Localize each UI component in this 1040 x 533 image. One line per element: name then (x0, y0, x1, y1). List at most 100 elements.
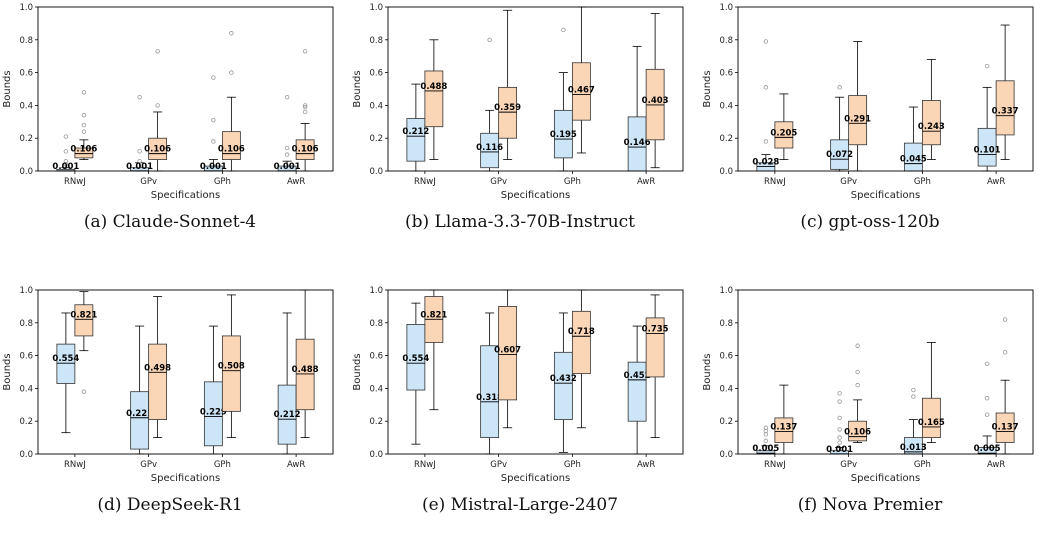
median-label: 0.221 (126, 409, 153, 419)
outlier-point (155, 49, 160, 54)
median-label: 0.554 (402, 354, 429, 364)
chart-svg: 0.0 0.2 0.4 0.6 0.8 1.0 0.554 0.821 RNwJ 0.221 0.4… (2, 286, 334, 484)
median-label: 0.337 (992, 107, 1019, 117)
x-tick-label: GPv (840, 460, 857, 470)
median-label: 0.432 (550, 374, 577, 384)
y-tick-label: 0.4 (369, 101, 383, 111)
y-tick-label: 0.0 (19, 167, 33, 177)
median-label: 0.045 (900, 155, 927, 165)
outlier-point (137, 94, 142, 100)
x-axis-label: Specifications (501, 190, 570, 201)
x-tick-label: RNwJ (764, 460, 786, 470)
iqr-box (480, 132, 500, 169)
outlier-point (284, 94, 290, 100)
plot-frame (387, 289, 684, 455)
median-label: 0.001 (274, 162, 301, 172)
outlier-point (211, 117, 216, 123)
y-axis-label: Bounds (352, 353, 363, 390)
median-label: 0.212 (274, 410, 301, 420)
median-label: 0.821 (420, 310, 447, 320)
outlier-point (911, 394, 916, 399)
chart-svg: 0.0 0.2 0.4 0.6 0.8 1.0 0.554 0.821 RNwJ 0.318 0.6… (352, 286, 684, 484)
upper-box-awr: 0.735 (642, 294, 669, 439)
upper-box-gpv: 0.607 (494, 289, 521, 429)
median-label: 0.137 (770, 423, 797, 433)
median-label: 0.001 (826, 445, 853, 455)
y-tick-label: 0.4 (369, 384, 383, 394)
plot-frame (37, 289, 334, 455)
iqr-box (221, 335, 241, 412)
y-tick-label: 0.2 (369, 134, 383, 144)
outlier-point (487, 37, 492, 42)
median-label: 0.001 (200, 162, 227, 172)
subplot-claude-sonnet-4: 0.0 0.2 0.4 0.6 0.8 1.0 0.001 0.106 RNwJ 0.001 0.1… (0, 0, 340, 250)
y-tick-label: 0.2 (369, 417, 383, 427)
x-tick-label: GPv (840, 177, 857, 187)
median-label: 0.318 (476, 393, 503, 403)
median-label: 0.028 (752, 157, 779, 167)
lower-box-gpv: 0.221 (126, 325, 153, 455)
x-tick-label: AwR (287, 177, 305, 187)
lower-box-gph: 0.432 (550, 312, 577, 453)
lower-box-rnwj: 0.212 (402, 83, 429, 172)
outlier-point (229, 31, 234, 36)
outlier-point (984, 412, 990, 417)
lower-box-awr: 0.212 (274, 312, 301, 455)
x-tick-label: GPh (914, 460, 931, 470)
y-tick-label: 1.0 (369, 3, 383, 13)
outlier-point (837, 391, 842, 396)
outlier-point (984, 63, 990, 69)
x-tick-label: GPh (214, 460, 231, 470)
median-label: 0.821 (70, 310, 97, 320)
median-label: 0.106 (292, 145, 319, 155)
y-tick-label: 0.8 (369, 319, 383, 329)
lower-box-gpv: 0.072 (826, 85, 853, 172)
upper-box-rnwj: 0.821 (70, 291, 97, 394)
y-tick-label: 1.0 (19, 286, 33, 296)
median-label: 0.359 (494, 103, 521, 113)
median-label: 0.001 (52, 162, 79, 172)
x-tick-label: RNwJ (64, 177, 86, 187)
y-tick-label: 0.0 (719, 450, 733, 460)
outlier-point (137, 158, 142, 164)
upper-box-gpv: 0.498 (144, 296, 171, 439)
outlier-point (855, 369, 860, 375)
x-axis-label: Specifications (151, 473, 220, 484)
iqr-box (480, 345, 500, 438)
outlier-point (302, 104, 308, 110)
median-label: 0.195 (550, 130, 577, 140)
iqr-box (295, 338, 315, 411)
x-tick-label: AwR (287, 460, 305, 470)
subplot-deepseek-r1: 0.0 0.2 0.4 0.6 0.8 1.0 0.554 0.821 RNwJ 0.221 0.4… (0, 283, 340, 533)
lower-box-gph: 0.195 (550, 27, 577, 172)
y-tick-label: 0.6 (19, 69, 33, 79)
x-tick-label: RNwJ (64, 460, 86, 470)
iqr-box (221, 131, 241, 160)
median-label: 0.101 (974, 145, 1001, 155)
iqr-box (406, 324, 426, 391)
median-label: 0.229 (200, 407, 227, 417)
y-tick-label: 0.6 (369, 69, 383, 79)
median-label: 0.212 (402, 127, 429, 137)
lower-box-rnwj: 0.028 (752, 39, 779, 172)
outlier-point (984, 361, 990, 366)
iqr-box (74, 304, 94, 337)
outlier-point (837, 399, 842, 404)
iqr-box (848, 420, 868, 442)
y-axis-label: Bounds (352, 70, 363, 107)
upper-box-awr: 0.337 (992, 24, 1019, 160)
y-tick-label: 0.8 (19, 36, 33, 46)
upper-box-awr: 0.403 (642, 13, 669, 169)
median-label: 0.116 (476, 143, 503, 153)
median-label: 0.106 (70, 145, 97, 155)
outlier-point (1002, 350, 1008, 355)
y-tick-label: 0.6 (719, 352, 733, 362)
y-tick-label: 0.2 (719, 417, 733, 427)
iqr-box (571, 310, 591, 375)
subplot-caption: (e) Mistral-Large-2407 (421, 495, 619, 515)
outlier-point (211, 75, 216, 80)
subplot-nova-premier: 0.0 0.2 0.4 0.6 0.8 1.0 0.005 0.137 RNwJ 0.001 0.1… (700, 283, 1040, 533)
iqr-box (498, 305, 518, 401)
plot-frame (737, 6, 1034, 172)
median-label: 0.291 (844, 114, 871, 124)
